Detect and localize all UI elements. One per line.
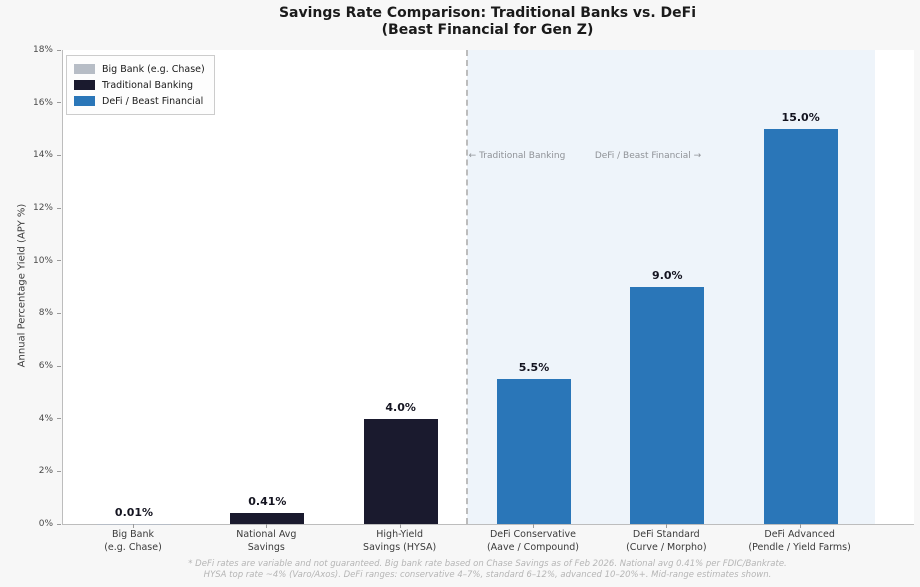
- x-tick-mark: [133, 524, 134, 528]
- y-tick-mark: [57, 312, 61, 314]
- footnote-line1: * DeFi rates are variable and not guaran…: [188, 559, 787, 569]
- y-tick-label: 14%: [32, 150, 53, 161]
- legend-label: Big Bank (e.g. Chase): [102, 63, 205, 75]
- y-tick-mark: [57, 102, 61, 104]
- y-tick-mark: [57, 418, 61, 420]
- legend-color-swatch: [74, 96, 95, 106]
- y-tick-label: 18%: [32, 45, 53, 55]
- bar: [630, 287, 705, 524]
- bar-value-label: 9.0%: [652, 269, 683, 282]
- bar: [363, 418, 438, 524]
- bar: [230, 513, 305, 524]
- x-tick-label: DeFi Advanced (Pendle / Yield Farms): [748, 529, 851, 553]
- annotation-traditional-banking: ← Traditional Banking: [468, 151, 566, 161]
- x-tick-mark: [799, 524, 801, 528]
- legend-color-swatch: [74, 64, 95, 74]
- x-tick-mark: [266, 524, 268, 528]
- legend-items: Big Bank (e.g. Chase) Traditional Banking…: [74, 61, 205, 109]
- chart-title-line2: (Beast Financial for Gen Z): [381, 22, 594, 38]
- x-tick-label: Big Bank (e.g. Chase): [104, 529, 162, 553]
- y-tick-label: 0%: [38, 519, 53, 529]
- y-tick-mark: [57, 207, 61, 209]
- x-tick-label: High-Yield Savings (HYSA): [363, 529, 437, 553]
- y-tick-label: 12%: [32, 203, 53, 213]
- legend-label: Traditional Banking: [102, 79, 194, 91]
- legend-row: Big Bank (e.g. Chase): [74, 61, 205, 77]
- x-tick-label: DeFi Conservative (Aave / Compound): [486, 529, 580, 553]
- x-tick-label: DeFi Standard (Curve / Morpho): [626, 529, 707, 553]
- y-tick-mark: [57, 49, 61, 51]
- bar-value-label: 0.01%: [114, 505, 154, 519]
- bar: [763, 129, 838, 524]
- bar: [496, 379, 571, 524]
- x-tick-mark: [532, 524, 534, 528]
- legend-row: DeFi / Beast Financial: [74, 93, 205, 109]
- legend-color-swatch: [74, 80, 95, 90]
- y-tick-label: 6%: [38, 361, 53, 371]
- y-tick-mark: [57, 470, 61, 472]
- x-tick-mark: [666, 524, 668, 528]
- footnote: * DeFi rates are variable and not guaran…: [62, 559, 913, 581]
- plot-area: ← Traditional Banking DeFi / Beast Finan…: [62, 50, 914, 525]
- y-axis-label: Annual Percentage Yield (APY %): [16, 203, 28, 368]
- annotation-defi-beast-financial: DeFi / Beast Financial →: [594, 151, 702, 161]
- bar-value-label: 5.5%: [518, 361, 550, 375]
- x-tick-label: National Avg Savings: [236, 529, 297, 553]
- y-tick-mark: [57, 523, 61, 525]
- legend-label: DeFi / Beast Financial: [102, 95, 204, 107]
- y-tick-label: 10%: [32, 255, 53, 266]
- footnote-line2: HYSA top rate ~4% (Varo/Axos). DeFi rang…: [203, 570, 772, 580]
- y-tick-mark: [57, 154, 61, 156]
- y-tick-mark: [57, 260, 61, 262]
- y-tick-label: 2%: [38, 466, 53, 477]
- bar-value-label: 0.41%: [248, 495, 287, 509]
- legend: Big Bank (e.g. Chase) Traditional Banking…: [66, 55, 215, 115]
- separator-dashed-line: [466, 50, 468, 524]
- y-tick-label: 16%: [32, 97, 53, 108]
- y-tick-label: 8%: [38, 308, 53, 319]
- y-tick-label: 4%: [38, 413, 53, 424]
- bar-value-label: 15.0%: [781, 111, 820, 124]
- bar-value-label: 4.0%: [385, 400, 416, 414]
- chart-title: Savings Rate Comparison: Traditional Ban…: [62, 5, 913, 39]
- chart-title-line1: Savings Rate Comparison: Traditional Ban…: [278, 5, 697, 21]
- legend-row: Traditional Banking: [74, 77, 205, 93]
- x-tick-mark: [399, 524, 401, 528]
- y-tick-mark: [57, 365, 61, 367]
